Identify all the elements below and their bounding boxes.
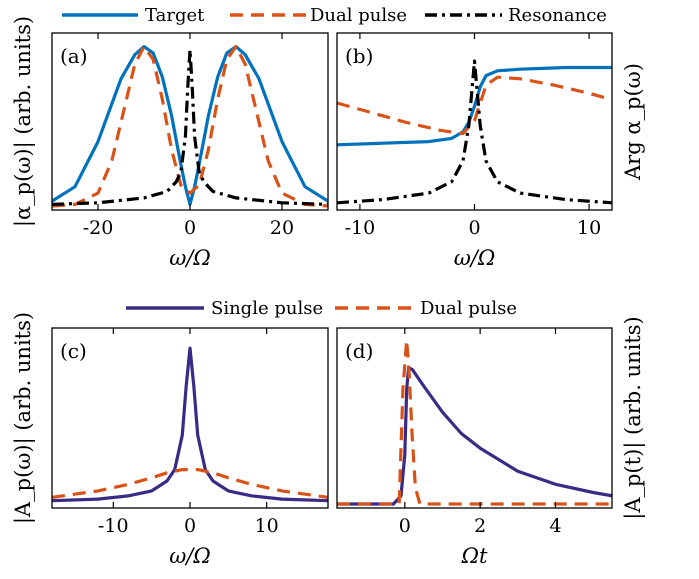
series-dual-pulse-line [337, 75, 612, 136]
x-tick-label: 0 [399, 515, 411, 537]
series-dual-pulse-line [52, 468, 328, 499]
legend-label-single: Single pulse [211, 298, 323, 319]
x-axis-label: ω/Ω [169, 544, 211, 568]
x-tick-label: 0 [184, 217, 196, 239]
legend-label-dual-bottom: Dual pulse [420, 298, 517, 319]
x-tick-label: -10 [98, 515, 129, 537]
axes-frame [336, 327, 613, 509]
y-axis-label: |α_p(ω)| (arb. units) [11, 16, 36, 227]
x-tick-label: 2 [474, 515, 486, 537]
y-axis-label: Arg α_p(ω) [621, 63, 645, 181]
series-target-line [337, 65, 612, 147]
series-resonance-line [337, 59, 612, 205]
series-dual-pulse-line [337, 338, 612, 506]
x-axis-label: ω/Ω [454, 246, 496, 270]
panel-label: (d) [345, 339, 373, 363]
panel-2: -10 0 10 (b) ω/Ω Arg α_p(ω) [336, 32, 645, 270]
series-dual-pulse-line [52, 45, 328, 208]
x-axis-label: ω/Ω [169, 246, 211, 270]
panel-label: (a) [60, 44, 88, 68]
x-tick-label: 10 [577, 217, 601, 239]
x-tick-label: 4 [549, 515, 561, 537]
legend-label-target: Target [145, 5, 205, 26]
x-tick-label: 0 [468, 217, 480, 239]
legend-label-resonance: Resonance [508, 5, 607, 26]
y-axis-label: |A_p(ω)| (arb. units) [11, 312, 36, 524]
panel-3: -10 0 10 (c) ω/Ω |A_p(ω)| (arb. units) [11, 312, 329, 568]
legend-label-dual: Dual pulse [310, 5, 407, 26]
panel-1: -20 0 20 (a) ω/Ω |α_p(ω)| (arb. units) [11, 16, 329, 270]
x-tick-label: -10 [345, 217, 376, 239]
x-tick-label: 0 [184, 515, 196, 537]
x-tick-label: 20 [270, 217, 294, 239]
series-resonance-line [52, 48, 328, 206]
x-tick-label: 10 [255, 515, 279, 537]
x-axis-label: Ωt [461, 544, 488, 568]
panel-4: 0 2 4 (d) Ωt |A_p(t)| (arb. units) [336, 316, 646, 568]
series-single-pulse-line [337, 366, 612, 506]
legend-top: Target Dual pulse Resonance [62, 5, 607, 26]
series-single-pulse-line [52, 346, 328, 503]
legend-bottom: Single pulse Dual pulse [126, 298, 517, 319]
panel-label: (c) [60, 339, 87, 363]
panel-label: (b) [345, 44, 373, 68]
y-axis-label: |A_p(t)| (arb. units) [621, 316, 646, 519]
x-tick-label: -20 [83, 217, 114, 239]
